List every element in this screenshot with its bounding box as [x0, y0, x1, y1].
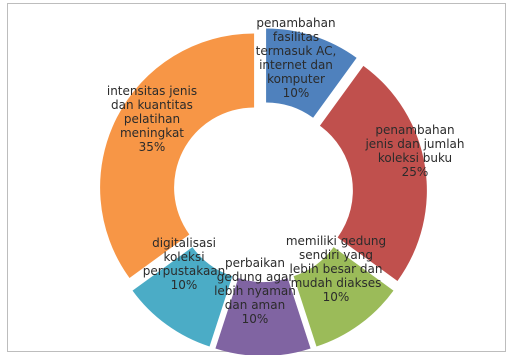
- doughnut-slice: [293, 247, 394, 347]
- doughnut-slice: [319, 65, 427, 281]
- slice-label: memiliki gedung sendiri yang lebih besar d…: [286, 234, 386, 304]
- doughnut-slice: [215, 278, 311, 355]
- doughnut-slice: [266, 28, 357, 118]
- slice-label: intensitas jenis dan kuantitas pelatihan me…: [107, 84, 197, 154]
- slice-label: digitalisasi koleksi perpustakaan 10%: [143, 236, 226, 292]
- doughnut-slice: [132, 247, 233, 347]
- slice-label: perbaikan gedung agar lebih nyaman dan aman…: [214, 256, 296, 326]
- slice-label: penambahan fasilitas termasuk AC, internet …: [256, 16, 337, 100]
- doughnut-slice: [100, 33, 255, 278]
- slice-label: penambahan jenis dan jumlah koleksi buku 25…: [364, 123, 464, 179]
